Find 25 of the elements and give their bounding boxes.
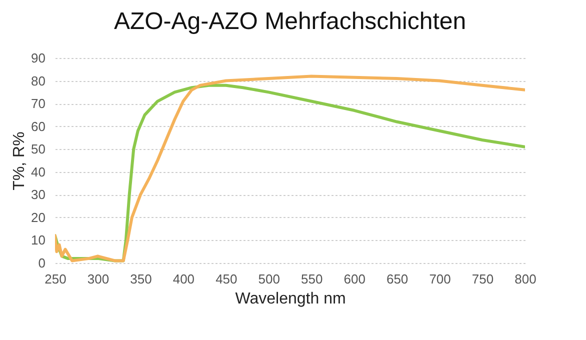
y-tick-label: 70: [31, 96, 46, 112]
x-tick-label: 300: [87, 272, 110, 286]
y-tick-label: 50: [31, 142, 46, 157]
y-tick-label: 30: [31, 187, 46, 202]
x-tick-label: 650: [386, 272, 408, 286]
x-tick-label: 700: [429, 272, 451, 286]
x-tick-label: 600: [344, 272, 366, 286]
x-tick-label: 550: [301, 272, 323, 286]
y-tick-label: 90: [31, 50, 46, 66]
y-tick-label: 20: [31, 210, 46, 225]
y-tick-label: 40: [31, 164, 46, 180]
y-tick-label: 10: [31, 232, 46, 248]
y-tick-label: 0: [38, 256, 46, 270]
chart-title: AZO-Ag-AZO Mehrfachschichten: [114, 8, 466, 35]
x-tick-label: 800: [514, 272, 536, 286]
x-tick-label: 250: [44, 272, 66, 286]
x-tick-label: 750: [472, 272, 494, 286]
x-axis-title: Wavelength nm: [235, 290, 346, 308]
y-axis-title: T%, R%: [11, 132, 28, 190]
y-tick-label: 60: [31, 118, 46, 134]
x-tick-label: 450: [216, 272, 238, 286]
x-tick-label: 350: [130, 272, 152, 286]
x-tick-label: 500: [258, 272, 280, 286]
x-tick-label: 400: [172, 272, 195, 286]
y-tick-label: 80: [31, 73, 46, 88]
